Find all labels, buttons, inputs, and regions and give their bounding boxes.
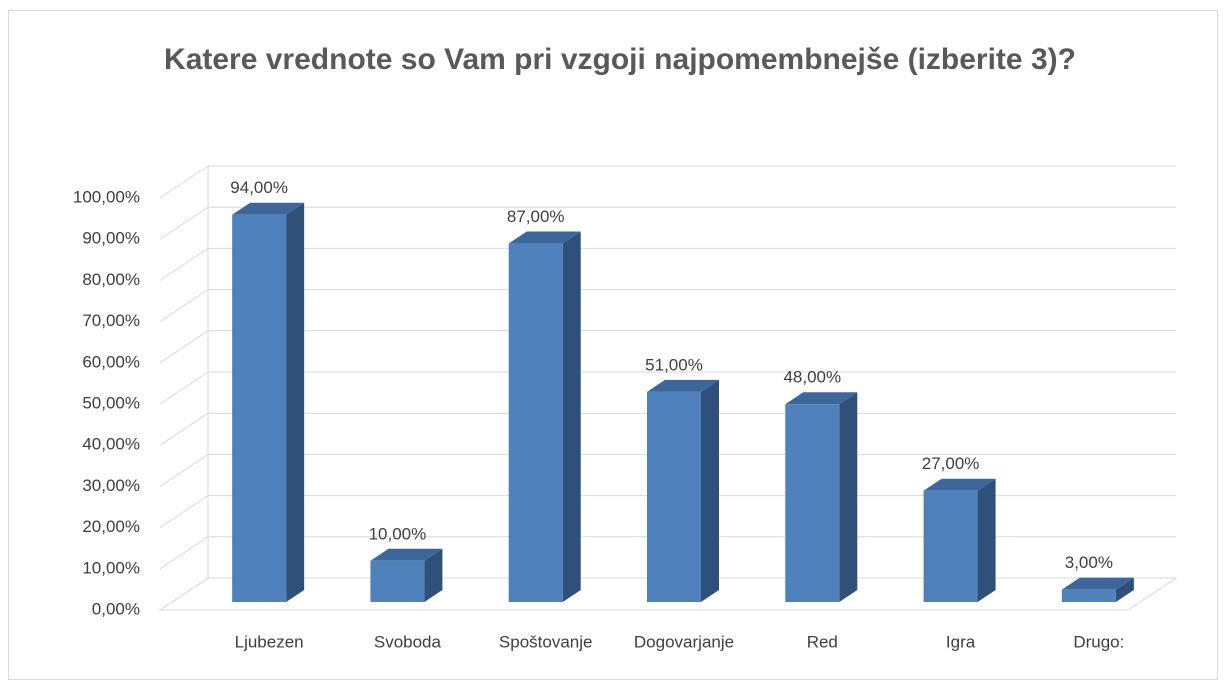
grid-line [159,536,209,570]
data-label: 3,00% [1065,553,1113,572]
bar-top [232,202,305,215]
grid-line [159,206,209,240]
bar-top [923,478,996,491]
bar [647,391,701,602]
data-label: 51,00% [645,355,703,374]
x-tick-label: Drugo: [1073,632,1124,651]
y-tick-label: 90,00% [82,229,140,248]
data-label: 27,00% [922,454,980,473]
bar-side [424,548,443,602]
bar-side [286,202,305,602]
grid-line [159,577,209,611]
y-tick-label: 0,00% [92,599,140,618]
x-tick-label: Igra [946,632,976,651]
y-tick-label: 40,00% [82,435,140,454]
grid-line [159,165,209,199]
bar-side [562,231,581,602]
y-tick-label: 60,00% [82,352,140,371]
x-tick-label: Spoštovanje [499,632,593,651]
bar [508,243,563,602]
x-tick-label: Dogovarjanje [634,632,734,651]
bar [370,560,425,602]
data-label: 10,00% [369,524,427,543]
bar-side [1115,577,1134,602]
grid-line [159,412,209,446]
bar-side [839,392,858,602]
grid-line [159,330,209,364]
grid-line [159,371,209,405]
bar-side [977,478,996,602]
bar [1061,589,1116,602]
data-label: 48,00% [783,368,841,387]
grid-line [159,289,209,323]
bar-top [508,231,581,244]
bar [923,490,978,602]
x-tick-label: Ljubezen [235,632,304,651]
x-tick-label: Svoboda [374,632,442,651]
y-tick-label: 30,00% [82,476,140,495]
bar-top [785,392,858,405]
data-label: 94,00% [230,178,288,197]
bar [232,214,287,602]
y-tick-label: 80,00% [82,270,140,289]
y-tick-label: 20,00% [82,517,140,536]
data-label: 87,00% [507,207,565,226]
y-tick-label: 10,00% [82,558,140,577]
bar-top [1061,577,1134,590]
y-tick-label: 100,00% [73,187,140,206]
grid-line [159,453,209,487]
grid-line [159,247,209,281]
bar-top [647,379,719,392]
y-tick-label: 70,00% [82,311,140,330]
y-tick-label: 50,00% [82,393,140,412]
bar-top [370,548,443,561]
chart-title: Katere vrednote so Vam pri vzgoji najpom… [164,43,1076,76]
grid-line [159,495,209,529]
x-tick-label: Red [807,632,838,651]
bar-side [701,379,719,602]
bar [785,404,840,602]
